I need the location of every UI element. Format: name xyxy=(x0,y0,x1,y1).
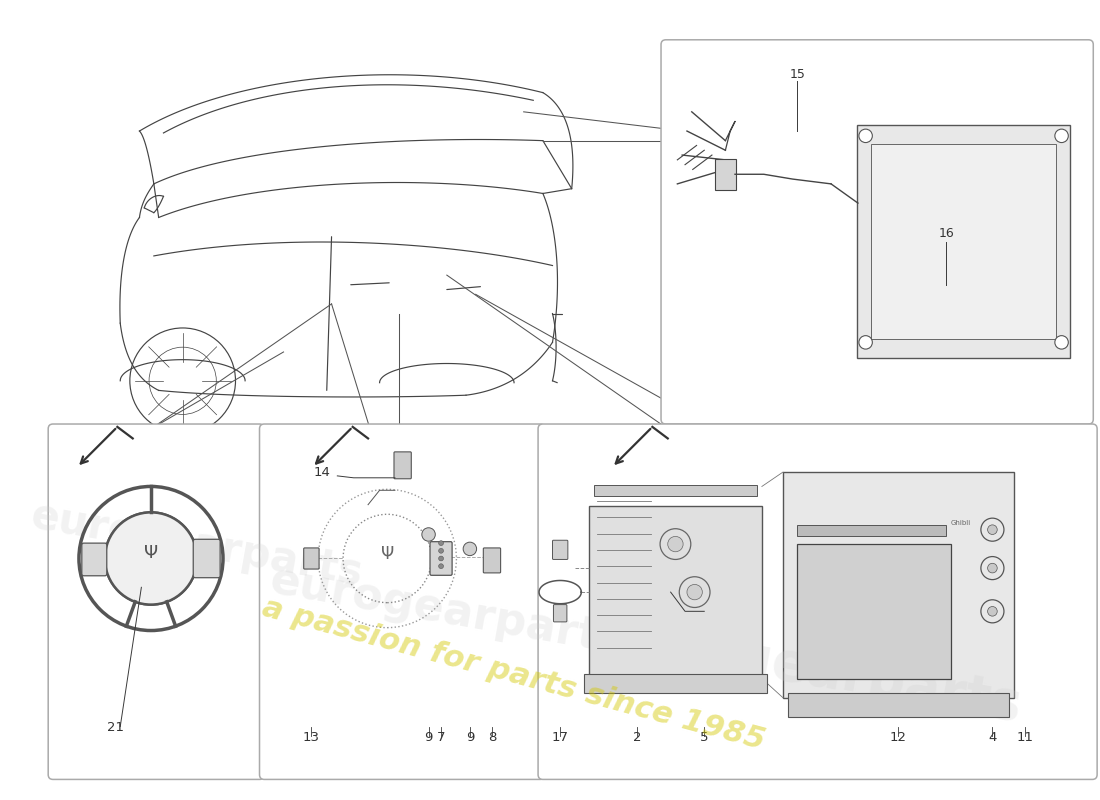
FancyBboxPatch shape xyxy=(483,548,500,573)
Circle shape xyxy=(439,549,443,554)
Circle shape xyxy=(859,129,872,142)
Circle shape xyxy=(1055,129,1068,142)
Text: 5: 5 xyxy=(700,731,708,744)
Text: Ψ: Ψ xyxy=(381,545,394,562)
Text: 16: 16 xyxy=(938,226,954,240)
FancyBboxPatch shape xyxy=(260,424,544,779)
Text: 15: 15 xyxy=(790,68,805,82)
FancyBboxPatch shape xyxy=(194,539,220,578)
Text: 2: 2 xyxy=(632,731,641,744)
FancyBboxPatch shape xyxy=(798,544,952,678)
FancyBboxPatch shape xyxy=(304,548,319,569)
Text: 4: 4 xyxy=(988,731,997,744)
FancyBboxPatch shape xyxy=(798,525,946,536)
Text: eurogearparts: eurogearparts xyxy=(266,559,628,664)
Circle shape xyxy=(463,542,476,556)
Text: 7: 7 xyxy=(437,731,446,744)
FancyBboxPatch shape xyxy=(584,674,767,693)
FancyBboxPatch shape xyxy=(430,542,452,575)
Circle shape xyxy=(688,585,702,600)
Text: 11: 11 xyxy=(1016,731,1034,744)
Text: 12: 12 xyxy=(890,731,906,744)
Text: eurogearparts: eurogearparts xyxy=(28,494,366,594)
Text: 17: 17 xyxy=(552,731,569,744)
Circle shape xyxy=(988,525,998,534)
FancyBboxPatch shape xyxy=(538,424,1097,779)
FancyBboxPatch shape xyxy=(552,540,568,559)
Circle shape xyxy=(439,556,443,561)
Circle shape xyxy=(1055,336,1068,349)
Text: eurogearparts: eurogearparts xyxy=(597,606,1026,731)
FancyBboxPatch shape xyxy=(715,159,736,190)
Text: 9: 9 xyxy=(465,731,474,744)
FancyBboxPatch shape xyxy=(588,506,762,678)
FancyBboxPatch shape xyxy=(783,472,1013,698)
FancyBboxPatch shape xyxy=(594,485,757,496)
Circle shape xyxy=(668,536,683,552)
Circle shape xyxy=(988,606,998,616)
Text: Ghibli: Ghibli xyxy=(950,520,971,526)
Circle shape xyxy=(439,541,443,546)
Circle shape xyxy=(859,336,872,349)
FancyBboxPatch shape xyxy=(553,605,566,622)
Text: Ψ: Ψ xyxy=(144,544,158,562)
Circle shape xyxy=(439,564,443,569)
Text: 13: 13 xyxy=(302,731,320,744)
Text: 9: 9 xyxy=(425,731,432,744)
FancyBboxPatch shape xyxy=(788,693,1009,717)
FancyBboxPatch shape xyxy=(857,126,1070,358)
FancyBboxPatch shape xyxy=(48,424,264,779)
Text: a passion for parts since 1985: a passion for parts since 1985 xyxy=(260,593,769,755)
FancyBboxPatch shape xyxy=(661,40,1093,424)
Circle shape xyxy=(421,528,436,542)
FancyBboxPatch shape xyxy=(871,145,1056,338)
FancyBboxPatch shape xyxy=(394,452,411,478)
Circle shape xyxy=(988,563,998,573)
Circle shape xyxy=(104,512,197,605)
Text: 21: 21 xyxy=(107,722,124,734)
FancyBboxPatch shape xyxy=(81,543,107,576)
Text: 8: 8 xyxy=(487,731,496,744)
Text: 14: 14 xyxy=(314,466,330,479)
